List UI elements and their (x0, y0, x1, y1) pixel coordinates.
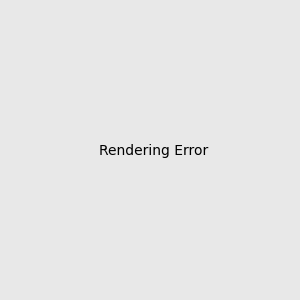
Text: Rendering Error: Rendering Error (99, 145, 208, 158)
